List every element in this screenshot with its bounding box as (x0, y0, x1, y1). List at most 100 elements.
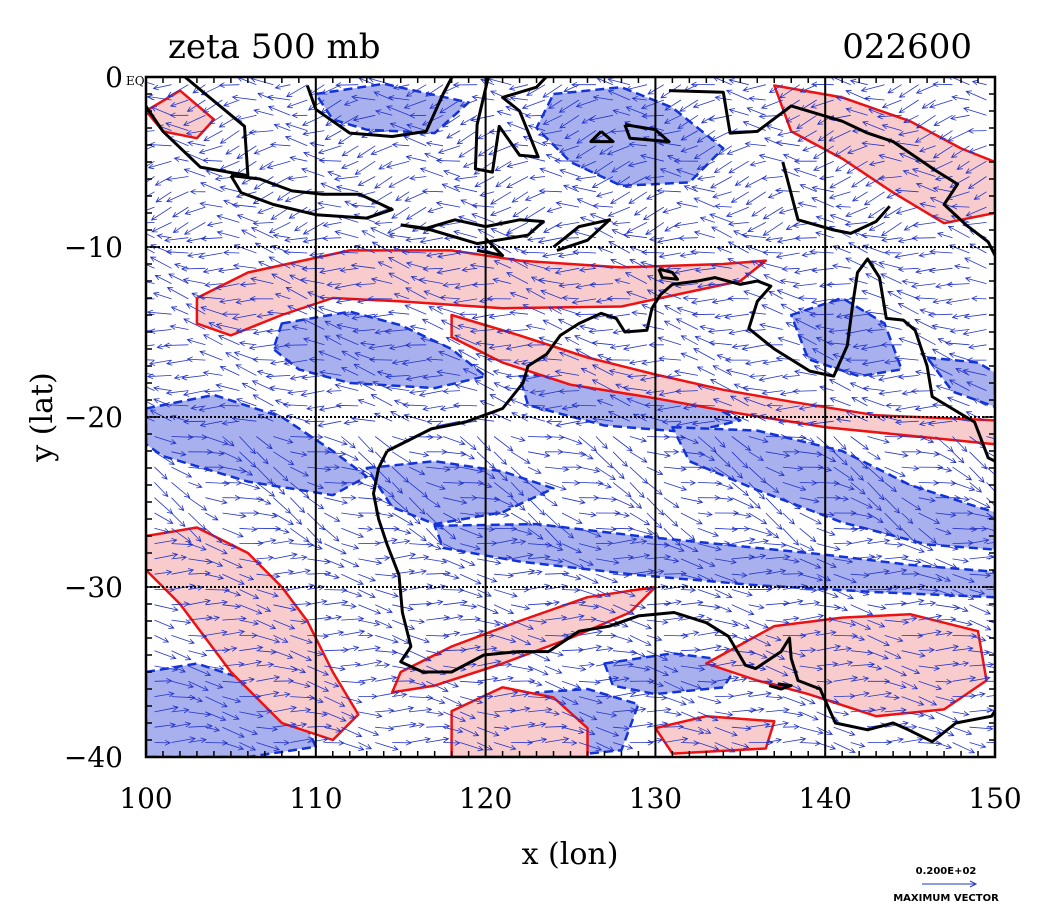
wind-vector-1308 (273, 482, 286, 495)
wind-vector-322 (495, 176, 512, 188)
wind-vector-1907 (256, 662, 275, 668)
wind-vector-1178 (612, 436, 633, 452)
wind-vector-252 (147, 160, 172, 170)
wind-vector-2169 (459, 742, 484, 752)
wind-vector-970 (462, 368, 478, 376)
wind-vector-928 (597, 353, 614, 361)
wind-vector-728 (595, 298, 614, 304)
wind-vector-601 (146, 264, 155, 269)
wind-vector-293 (846, 160, 868, 174)
wind-vector-878 (591, 340, 614, 347)
wind-vector-225 (541, 140, 563, 147)
wind-vector-34 (690, 81, 715, 88)
wind-vector-1155 (222, 436, 235, 447)
wind-vector-825 (542, 319, 563, 330)
wind-vector-2 (152, 84, 172, 91)
wind-vector-1998 (952, 675, 977, 682)
wind-vector-2195 (901, 737, 924, 743)
wind-vector-1533 (697, 543, 722, 552)
wind-vector-1812 (341, 629, 366, 636)
wind-vector-754 (185, 303, 206, 315)
wind-vector-84 (692, 99, 715, 109)
wind-vector-1430 (646, 512, 663, 529)
coastline-2 (372, 450, 995, 744)
wind-vector-1648 (952, 573, 975, 583)
wind-vector-2063 (358, 711, 383, 719)
wind-vector-1922 (511, 665, 534, 672)
wind-vector-605 (202, 267, 223, 274)
wind-vector-2080 (646, 707, 672, 713)
wind-vector-1071 (479, 399, 495, 407)
wind-vector-735 (711, 298, 732, 305)
wind-vector-162 (324, 130, 342, 140)
coastline-5 (305, 77, 454, 138)
wind-vector-1402 (171, 512, 186, 528)
wind-vector-986 (725, 368, 749, 376)
wind-vector-1387 (765, 497, 783, 515)
wind-vector-1772 (510, 619, 535, 630)
wind-vector-129 (612, 109, 631, 116)
wind-vector-2164 (375, 742, 399, 751)
wind-vector-1329 (629, 482, 645, 499)
wind-vector-383 (683, 185, 699, 193)
wind-vector-899 (944, 340, 970, 347)
wind-vector-1477 (595, 526, 617, 533)
wind-vector-156 (219, 130, 240, 144)
wind-vector-461 (302, 222, 325, 235)
wind-vector-363 (335, 185, 359, 193)
wind-vector-119 (441, 114, 461, 128)
wind-vector-1658 (273, 586, 291, 593)
wind-vector-122 (496, 109, 512, 116)
wind-vector-1756 (239, 619, 260, 626)
wind-vector-707 (235, 298, 257, 305)
wind-vector-926 (558, 351, 580, 361)
wind-vector-971 (472, 363, 495, 376)
wind-vector-1943 (867, 665, 883, 671)
wind-vector-1346 (918, 480, 940, 486)
wind-vector-1967 (426, 680, 449, 692)
wind-vector-989 (781, 373, 800, 380)
wind-vector-2026 (578, 696, 603, 705)
wind-vector-2061 (324, 711, 347, 722)
wind-vector-2157 (256, 742, 281, 751)
wind-vector-343 (851, 176, 868, 188)
wind-vector-607 (232, 263, 257, 269)
wind-vector-70 (459, 99, 478, 107)
wind-vector-2000 (986, 680, 995, 682)
wind-vector-935 (716, 354, 732, 361)
wind-vector-1768 (443, 614, 464, 621)
wind-vector-801 (146, 329, 155, 332)
wind-vector-410 (288, 206, 308, 219)
negative-region-5 (671, 425, 995, 551)
wind-vector-1525 (561, 543, 583, 554)
wind-vector-677 (575, 283, 597, 290)
wind-vector-366 (395, 191, 410, 201)
wind-vector-835 (707, 328, 732, 335)
wind-vector-1002 (152, 385, 172, 392)
wind-vector-848 (931, 323, 953, 330)
wind-vector-393 (851, 191, 868, 202)
wind-vector-243 (846, 145, 868, 155)
wind-vector-2116 (409, 722, 425, 729)
wind-vector-537 (740, 232, 766, 239)
wind-vector-1960 (307, 680, 330, 692)
negative-region-4 (365, 459, 555, 526)
wind-vector-1407 (256, 512, 278, 519)
wind-vector-2162 (341, 742, 365, 751)
wind-vector-1850 (986, 635, 995, 640)
wind-vector-1700 (986, 588, 995, 590)
wind-vector-1906 (239, 659, 263, 667)
wind-vector-697 (910, 283, 936, 289)
wind-vector-604 (180, 265, 206, 272)
wind-vector-1752 (171, 619, 192, 625)
wind-vector-1923 (527, 665, 549, 676)
wind-vector-823 (503, 328, 529, 334)
wind-vector-213 (341, 145, 359, 157)
wind-vector-192 (828, 130, 851, 142)
wind-vector-1997 (935, 678, 953, 685)
wind-vector-2037 (765, 694, 784, 701)
wind-vector-1366 (408, 497, 426, 515)
wind-vector-2123 (527, 721, 547, 728)
wind-vector-2033 (697, 696, 722, 705)
wind-vector-1535 (731, 537, 756, 544)
